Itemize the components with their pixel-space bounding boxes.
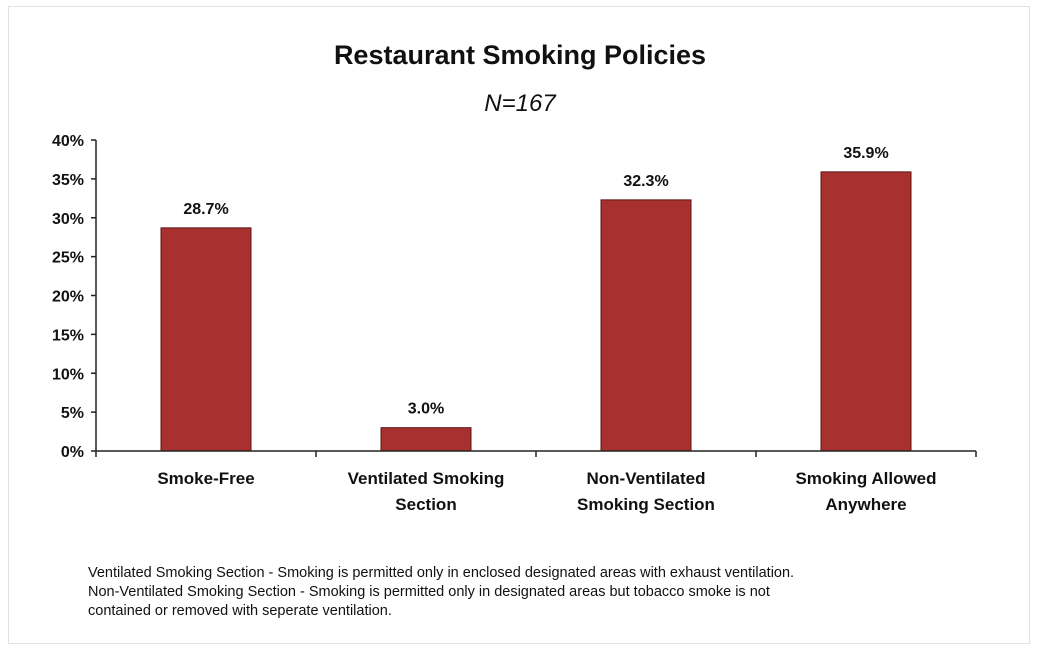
data-label: 28.7%	[183, 201, 228, 218]
bar	[600, 199, 692, 452]
x-tick-label: Smoking Allowed Anywhere	[795, 469, 936, 514]
data-label: 35.9%	[843, 145, 888, 162]
y-tick-label: 40%	[52, 133, 84, 150]
y-tick-label: 35%	[52, 172, 84, 189]
chart-frame	[8, 6, 1030, 644]
y-tick-label: 20%	[52, 289, 84, 306]
chart-title: Restaurant Smoking Policies	[333, 40, 707, 70]
y-tick-label: 25%	[52, 250, 84, 267]
footnote-line: contained or removed with seperate venti…	[88, 603, 392, 619]
bar	[820, 171, 912, 452]
data-label: 32.3%	[623, 173, 668, 190]
footnote-line: Ventilated Smoking Section - Smoking is …	[88, 565, 795, 581]
bar	[380, 427, 472, 452]
y-tick-label: 15%	[52, 327, 84, 344]
y-tick-label: 10%	[52, 366, 84, 383]
y-tick-label: 5%	[61, 405, 84, 422]
chart-subtitle: N=167	[484, 90, 556, 117]
y-tick-label: 0%	[61, 444, 84, 461]
x-tick-label: Non-Ventilated Smoking Section	[577, 469, 715, 514]
x-tick-label: Ventilated Smoking Section	[348, 469, 505, 514]
bar	[160, 227, 252, 452]
x-tick-label: Smoke-Free	[157, 469, 254, 488]
y-tick-label: 30%	[52, 211, 84, 228]
footnote-line: Non-Ventilated Smoking Section - Smoking…	[88, 584, 770, 600]
footnotes: Ventilated Smoking Section - Smoking is …	[88, 564, 988, 621]
data-label: 3.0%	[408, 401, 444, 418]
